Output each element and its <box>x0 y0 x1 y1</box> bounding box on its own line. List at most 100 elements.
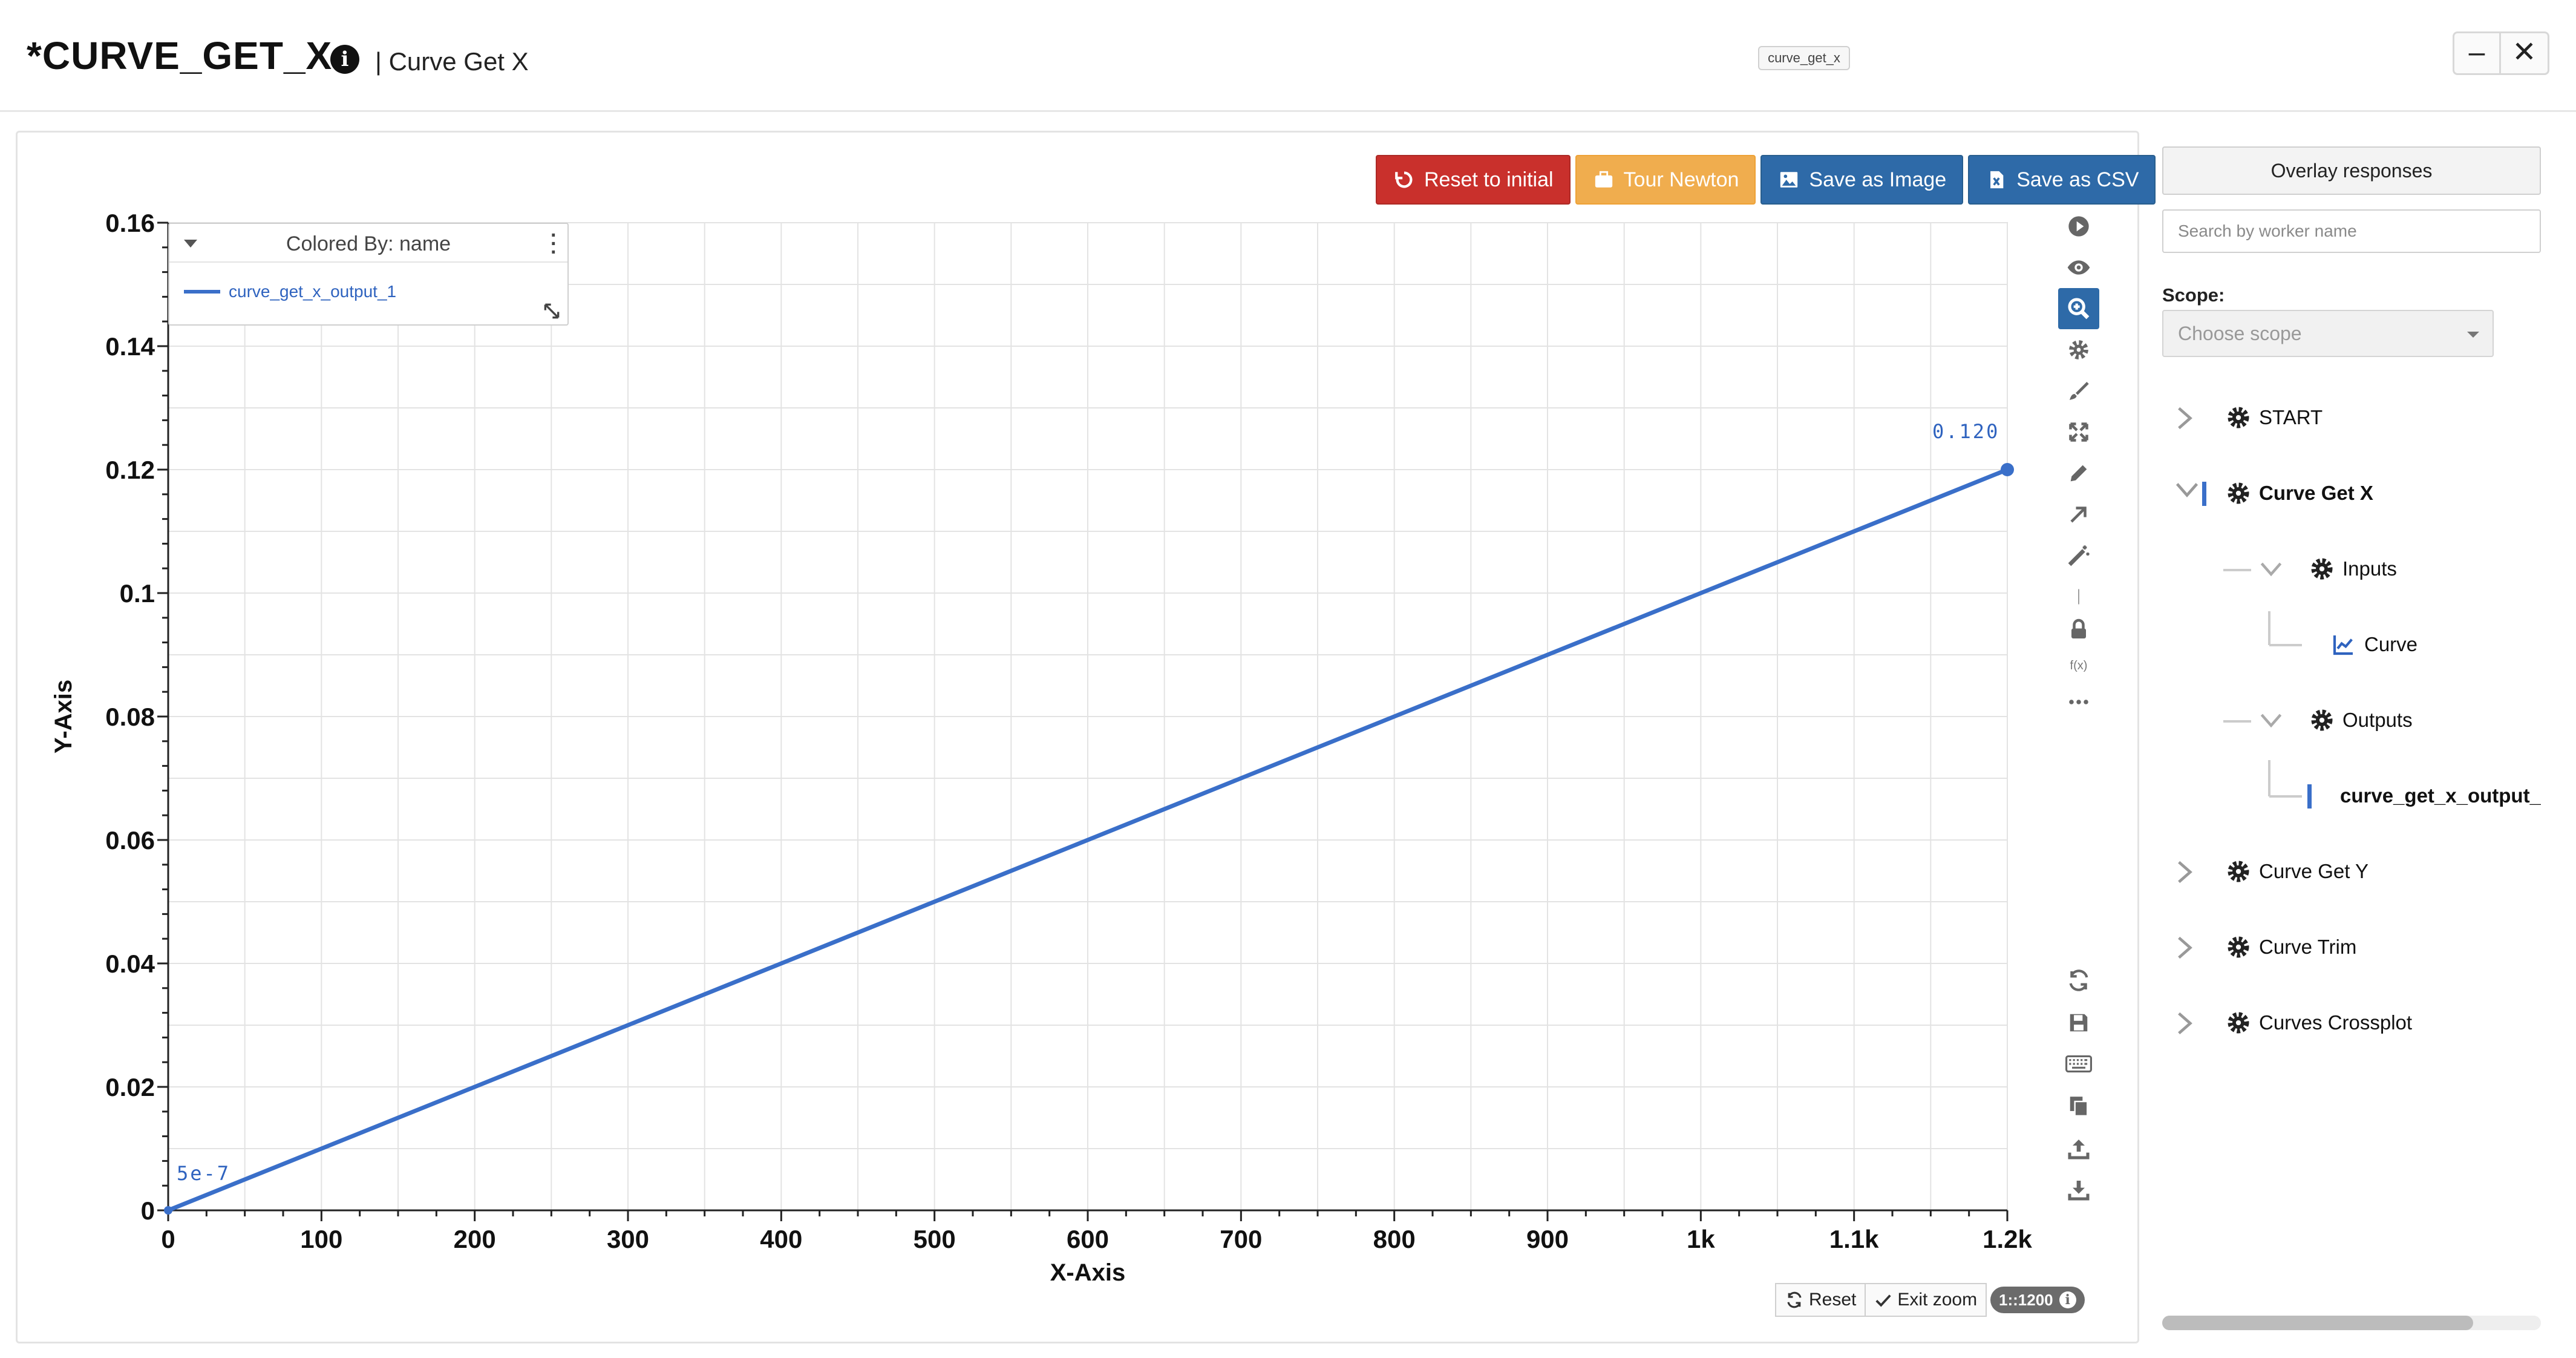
brush-icon[interactable] <box>2058 370 2099 412</box>
resize-icon[interactable] <box>542 301 561 321</box>
tree-node-label: Curve <box>2364 633 2418 655</box>
upload-icon[interactable] <box>2058 1128 2099 1169</box>
x-tick-label: 1.1k <box>1829 1225 1879 1253</box>
check-icon <box>1875 1294 1892 1307</box>
tree-node-curves-crossplot[interactable]: Curves Crossplot <box>2226 1006 2412 1040</box>
legend-item[interactable]: curve_get_x_output_1 <box>184 282 396 301</box>
y-axis-title: Y-Axis <box>50 680 77 753</box>
tree-node-curve[interactable]: Curve <box>2332 628 2417 661</box>
vertical-dots-icon[interactable]: · · · <box>551 224 558 264</box>
series-end-point <box>2001 463 2014 476</box>
tree-connector <box>2268 611 2270 645</box>
magic-wand-icon[interactable] <box>2058 535 2099 576</box>
function-icon-label: f(x) <box>2070 658 2088 672</box>
tree-node-start[interactable]: START <box>2226 401 2323 435</box>
tree-node-output-item[interactable]: curve_get_x_output_1 <box>2332 779 2541 813</box>
sidebar-scrollbar-thumb[interactable] <box>2162 1316 2473 1330</box>
y-tick-label: 0.1 <box>120 579 155 608</box>
minimize-button[interactable]: – <box>2453 31 2501 75</box>
chevron-down-icon[interactable] <box>2259 560 2283 577</box>
gear-icon <box>2228 1012 2249 1034</box>
divider <box>2058 576 2099 617</box>
y-tick-label: 0.14 <box>105 332 155 361</box>
worker-search-input[interactable] <box>2162 209 2541 253</box>
info-icon[interactable]: i <box>2059 1291 2076 1308</box>
info-icon[interactable]: i <box>330 45 359 74</box>
overlay-responses-button[interactable]: Overlay responses <box>2162 146 2541 195</box>
tree-node-curve-get-x[interactable]: Curve Get X <box>2226 476 2373 510</box>
series-start-point <box>164 1205 172 1215</box>
pencil-icon[interactable] <box>2058 453 2099 494</box>
x-tick-label: 500 <box>914 1225 956 1253</box>
tour-newton-button[interactable]: Tour Newton <box>1575 155 1756 205</box>
page-subtitle: | Curve Get X <box>375 47 529 76</box>
max-value-label: 0.120 <box>1932 420 1999 443</box>
legend-title: Colored By: name <box>286 232 451 255</box>
chevron-right-icon[interactable] <box>2176 405 2194 431</box>
gear-icon <box>2228 407 2249 428</box>
refresh-icon[interactable] <box>2058 960 2099 1001</box>
refresh-icon <box>1787 1291 1802 1308</box>
y-tick-label: 0.12 <box>105 456 155 484</box>
close-button[interactable]: ✕ <box>2501 31 2549 75</box>
save-as-image-button[interactable]: Save as Image <box>1760 155 1964 205</box>
briefcase-icon <box>1595 171 1612 188</box>
chevron-down-icon[interactable] <box>2174 481 2200 499</box>
line-chart-icon <box>2333 635 2353 655</box>
worker-tooltip: curve_get_x <box>1758 46 1850 70</box>
copy-icon[interactable] <box>2058 1086 2099 1127</box>
function-icon[interactable]: f(x) <box>2058 645 2099 686</box>
gear-icon <box>2228 861 2249 882</box>
tree-connector <box>2269 795 2302 798</box>
eye-icon[interactable] <box>2058 247 2099 288</box>
x-tick-label: 0 <box>161 1225 175 1253</box>
tree-node-inputs[interactable]: Inputs <box>2310 552 2397 586</box>
chart-legend[interactable]: Colored By: name · · · curve_get_x_output_… <box>168 223 569 326</box>
gear-icon <box>2311 558 2333 580</box>
tree-node-label: Curve Trim <box>2259 936 2357 958</box>
gear-icon[interactable] <box>2058 329 2099 370</box>
zoom-reset-button[interactable]: Reset <box>1775 1283 1866 1317</box>
series-line <box>167 467 2009 1213</box>
tree-node-label: START <box>2259 406 2323 428</box>
tree-node-curve-trim[interactable]: Curve Trim <box>2226 930 2356 964</box>
chevron-right-icon[interactable] <box>2176 1011 2194 1036</box>
tree-node-label: Curve Get Y <box>2259 860 2368 882</box>
expand-icon[interactable] <box>2058 412 2099 453</box>
caret-down-icon[interactable] <box>184 240 197 248</box>
x-tick-label: 900 <box>1526 1225 1569 1253</box>
tree-node-outputs[interactable]: Outputs <box>2310 703 2413 737</box>
gear-icon <box>2228 936 2249 958</box>
reset-to-initial-button[interactable]: Reset to initial <box>1376 155 1571 205</box>
tree-connector <box>2223 720 2251 723</box>
play-icon[interactable] <box>2058 206 2099 247</box>
exit-zoom-label: Exit zoom <box>1897 1290 1978 1310</box>
zoom-ratio: 1::1200 <box>1999 1290 2053 1309</box>
tree-node-curve-get-y[interactable]: Curve Get Y <box>2226 854 2368 888</box>
zoom-reset-label: Reset <box>1809 1290 1857 1310</box>
x-tick-label: 1k <box>1687 1225 1715 1253</box>
y-tick-label: 0.16 <box>105 209 155 237</box>
tree-node-label: curve_get_x_output_1 <box>2340 784 2541 807</box>
min-value-label: 5e-7 <box>177 1162 230 1185</box>
save-icon[interactable] <box>2058 1002 2099 1043</box>
exit-zoom-button[interactable]: Exit zoom <box>1866 1283 1987 1317</box>
chevron-right-icon[interactable] <box>2176 859 2194 885</box>
y-tick-label: 0 <box>141 1196 155 1225</box>
scope-select[interactable]: Choose scope <box>2162 310 2494 357</box>
download-icon[interactable] <box>2058 1169 2099 1210</box>
keyboard-icon[interactable] <box>2058 1043 2099 1084</box>
gear-icon <box>2311 709 2333 731</box>
x-tick-label: 400 <box>760 1225 802 1253</box>
save-as-csv-button[interactable]: Save as CSV <box>1968 155 2156 205</box>
tree-connector <box>2268 760 2270 796</box>
selection-indicator <box>2202 482 2206 506</box>
y-tick-label: 0.08 <box>105 703 155 731</box>
lock-icon[interactable] <box>2058 609 2099 650</box>
arrow-icon[interactable] <box>2058 494 2099 535</box>
chevron-down-icon[interactable] <box>2259 712 2283 729</box>
chevron-right-icon[interactable] <box>2176 935 2194 960</box>
more-icon[interactable] <box>2058 681 2099 723</box>
zoom-in-icon[interactable] <box>2058 288 2099 329</box>
